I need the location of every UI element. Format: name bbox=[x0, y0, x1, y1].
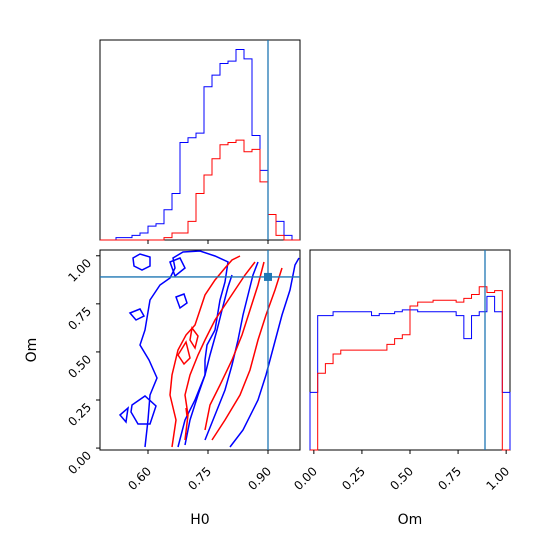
h0-hist-frame bbox=[99, 39, 301, 241]
joint-ytick-label-2: 0.50 bbox=[65, 352, 94, 381]
joint-xtick-label-0: 0.60 bbox=[125, 464, 154, 493]
om-xtick-label-3: 0.75 bbox=[435, 464, 464, 493]
blue-contour-right-a bbox=[204, 261, 259, 441]
joint-ytick-label-0: 0.00 bbox=[65, 448, 94, 477]
contours-blue bbox=[118, 250, 300, 448]
joint-ytick-label-1: 0.25 bbox=[65, 400, 94, 429]
blue-contour-right-b bbox=[229, 257, 300, 448]
red-island-a bbox=[177, 340, 191, 366]
blue-island-lowleft bbox=[118, 406, 130, 424]
red-contour-mid bbox=[184, 261, 256, 441]
blue-island-midleft bbox=[128, 308, 146, 321]
om-xtick-label-0: 0.00 bbox=[291, 464, 320, 493]
joint-ytick-label-4: 1.00 bbox=[65, 256, 94, 285]
joint-xtick-label-1: 0.75 bbox=[185, 464, 214, 493]
red-contour-inner bbox=[204, 261, 265, 431]
om-hist-frame bbox=[309, 249, 511, 451]
om-xtick-label-1: 0.25 bbox=[339, 464, 368, 493]
joint-xtick-label-2: 0.90 bbox=[245, 464, 274, 493]
joint-y-ticks: 0.00 0.25 0.50 0.75 1.00 bbox=[65, 255, 100, 477]
blue-contour-outer-left bbox=[139, 250, 229, 448]
joint-x-ticks: 0.60 0.75 0.90 bbox=[125, 450, 274, 493]
blue-island-top bbox=[169, 257, 186, 278]
om-axis-label-x: Om bbox=[398, 512, 423, 528]
joint-contour-panel: 0.60 0.75 0.90 0.00 0.25 0.50 0.75 1.00 H0 Om bbox=[24, 249, 301, 528]
h0-marginal-panel bbox=[99, 39, 301, 244]
om-xtick-label-2: 0.50 bbox=[387, 464, 416, 493]
joint-ytick-label-3: 0.75 bbox=[65, 304, 94, 333]
blue-island-small bbox=[175, 293, 188, 310]
blue-island-lowleft-b bbox=[130, 395, 157, 425]
om-histogram-red bbox=[310, 286, 510, 451]
joint-truth-point bbox=[264, 272, 272, 281]
om-xtick-label-4: 1.00 bbox=[483, 464, 512, 493]
blue-island-topleft bbox=[132, 253, 151, 271]
red-island-c bbox=[185, 407, 188, 417]
joint-frame bbox=[99, 249, 301, 451]
h0-histogram-red bbox=[100, 139, 300, 241]
blue-contour-inner-left bbox=[184, 274, 233, 446]
om-axis-label-y: Om bbox=[24, 338, 40, 363]
red-island-b bbox=[189, 326, 199, 350]
h0-histogram-blue bbox=[100, 49, 300, 241]
red-contour-right bbox=[211, 267, 283, 441]
h0-axis-label: H0 bbox=[190, 512, 209, 528]
h0-hist-ticks bbox=[147, 240, 269, 244]
om-histogram-blue bbox=[309, 295, 511, 450]
red-contour-outer bbox=[169, 255, 241, 448]
om-x-ticks: 0.00 0.25 0.50 0.75 1.00 bbox=[291, 450, 512, 493]
om-marginal-panel: 0.00 0.25 0.50 0.75 1.00 Om bbox=[291, 249, 512, 528]
contours-red bbox=[169, 255, 283, 448]
